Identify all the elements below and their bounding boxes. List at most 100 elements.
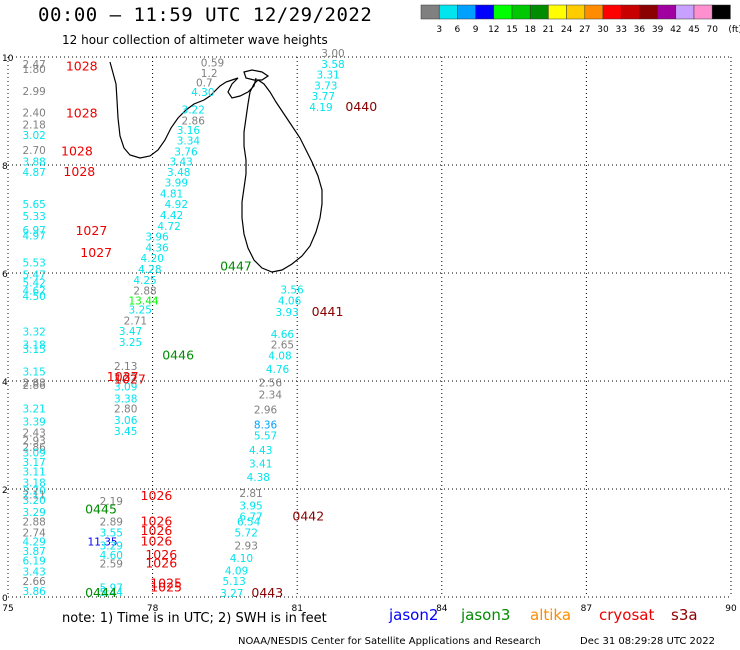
wave-height-label: 3.06 — [114, 415, 138, 427]
wave-height-label: 2.93 — [22, 436, 45, 448]
y-tick-label: 10 — [2, 54, 14, 64]
wave-height-label: 6.19 — [22, 556, 45, 568]
wave-height-label: 3.86 — [22, 586, 46, 598]
wave-height-label: 2.47 — [22, 59, 45, 71]
wave-height-label: 4.06 — [278, 295, 302, 307]
legend-label: 9 — [473, 25, 479, 35]
wave-height-label: 4.50 — [22, 291, 45, 303]
wave-height-label: 5.13 — [222, 576, 245, 588]
wave-height-label: 3.29 — [100, 540, 123, 552]
legend-label: 15 — [506, 25, 517, 35]
wave-height-label: 3.16 — [177, 125, 201, 137]
satellite-jason3: jason3 — [461, 606, 511, 624]
wave-height-label: 4.20 — [141, 253, 164, 265]
legend-label: 30 — [597, 25, 609, 35]
wave-height-label: 4.60 — [100, 550, 123, 562]
wave-height-label: 3.43 — [22, 566, 45, 578]
wave-height-label: 3.77 — [312, 91, 335, 103]
legend-label: 45 — [688, 25, 699, 35]
wave-height-label: 2.34 — [259, 389, 283, 401]
wave-height-label: 2.40 — [22, 107, 45, 119]
pass-time-label: 1028 — [66, 59, 98, 74]
satellite-s3a: s3a — [671, 606, 698, 624]
wave-height-label: 2.81 — [239, 488, 262, 500]
pass-time-label: 0446 — [162, 347, 194, 362]
wave-height-label: 3.32 — [22, 327, 45, 339]
pass-time-label: 0447 — [220, 258, 252, 273]
legend-label: 6 — [455, 25, 461, 35]
pass-time-label: 1026 — [141, 488, 173, 503]
footer-note: note: 1) Time is in UTC; 2) SWH is in fe… — [62, 611, 327, 626]
wave-height-label: 3.29 — [22, 507, 45, 519]
wave-height-label: 2.19 — [100, 496, 123, 508]
pass-time-label: 0441 — [312, 304, 344, 319]
wave-height-label: 2.88 — [22, 517, 45, 529]
wave-height-label: 2.96 — [254, 404, 278, 416]
wave-height-label: 5.57 — [254, 430, 277, 442]
wave-height-label: 3.25 — [129, 305, 152, 317]
satellite-cryosat: cryosat — [599, 606, 655, 624]
wave-height-label: 2.89 — [100, 517, 123, 529]
pass-times: 1028102810281028102710271027102710261026… — [61, 59, 377, 601]
wave-height-label: 2.11 — [22, 490, 45, 502]
wave-height-label: 8.36 — [254, 420, 278, 432]
wave-height-label: 2.93 — [235, 540, 258, 552]
wave-height-label: 3.20 — [22, 485, 45, 497]
observations: 2.471.80 2.99 2.402.183.02 2.703.884.87 5.65… — [22, 48, 344, 600]
pass-time-label: 1027 — [107, 369, 139, 384]
pass-time-label: 1028 — [66, 105, 98, 120]
wave-height-label: 5.44 — [100, 587, 124, 599]
grid: 75 78 81 84 87 90 0 2 4 6 8 10 — [2, 54, 737, 614]
wave-height-label: 3.43 — [169, 157, 192, 169]
wave-height-label: 4.87 — [22, 167, 45, 179]
wave-height-label: 4.36 — [145, 242, 169, 254]
jaffna-peninsula — [243, 69, 270, 81]
wave-height-label: 3.93 — [276, 307, 299, 319]
wave-height-label: 2.18 — [22, 119, 45, 131]
pass-time-label: 1026 — [141, 514, 173, 529]
legend-label: 21 — [543, 25, 554, 35]
wave-height-label: 5.53 — [22, 258, 45, 270]
pass-time-label: 0443 — [251, 585, 283, 600]
wave-height-label: 4.30 — [191, 87, 214, 99]
legend-label: 36 — [634, 25, 646, 35]
x-tick-label: 81 — [291, 604, 302, 614]
wave-height-label: 4.66 — [271, 329, 295, 341]
wave-height-label: 3.96 — [145, 232, 169, 244]
wave-height-label: 3.21 — [22, 403, 45, 415]
wave-height-label: 3.18 — [22, 340, 45, 352]
wave-height-label: 4.10 — [230, 553, 253, 565]
legend-label: 39 — [652, 25, 664, 35]
pass-time-label: 0442 — [292, 508, 324, 523]
wave-height-label: 2.56 — [259, 377, 283, 389]
wave-height-label: 3.55 — [100, 528, 123, 540]
wave-height-label: 5.72 — [235, 528, 258, 540]
wave-height-label: 3.15 — [22, 367, 45, 379]
wave-height-label: 3.20 — [22, 495, 45, 507]
wave-height-label: 5.33 — [22, 211, 45, 223]
wave-height-label: 3.27 — [220, 588, 243, 600]
page-subtitle: 12 hour collection of altimeter wave hei… — [62, 33, 328, 47]
legend-unit: (ft) — [728, 25, 740, 35]
wave-height-label: 1.2 — [201, 68, 218, 80]
pass-time-label: 1026 — [141, 523, 173, 538]
pass-time-label: 1027 — [75, 223, 107, 238]
wave-height-label: 3.95 — [239, 501, 262, 513]
wave-height-label: 3.99 — [165, 178, 188, 190]
legend-label: 3 — [436, 25, 442, 35]
wave-height-label: 2.88 — [133, 286, 156, 298]
x-tick-label: 75 — [2, 604, 13, 614]
pass-time-label: 1026 — [145, 555, 177, 570]
wave-height-label: 13.44 — [129, 295, 159, 307]
x-tick-label: 84 — [436, 604, 448, 614]
wave-height-label: 4.81 — [160, 188, 183, 200]
wave-height-label: 2.86 — [22, 442, 46, 454]
y-tick-label: 8 — [2, 162, 8, 172]
x-tick-label: 90 — [725, 604, 737, 614]
wave-height-label: 3.25 — [119, 337, 142, 349]
wave-height-label: 3.47 — [119, 326, 142, 338]
wave-height-label: 4.28 — [138, 264, 161, 276]
wave-height-label: 4.09 — [225, 565, 248, 577]
